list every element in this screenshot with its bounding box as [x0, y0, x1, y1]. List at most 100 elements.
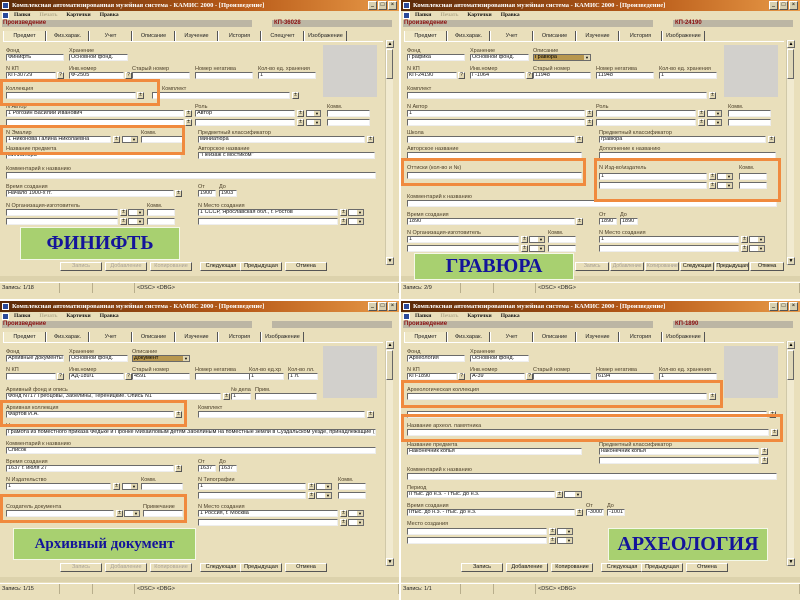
dropdown[interactable]: ▼ — [529, 245, 545, 252]
minimize-button[interactable]: _ — [769, 1, 778, 10]
chevron-down-icon[interactable]: ▼ — [758, 246, 764, 251]
input-arhcoll[interactable]: Фартов И.А. — [6, 411, 174, 418]
input-field[interactable] — [338, 492, 366, 499]
input-field[interactable] — [198, 411, 365, 418]
lookup-button[interactable]: ± — [698, 110, 705, 117]
scroll-down-button[interactable]: ▼ — [386, 558, 394, 566]
scroll-up-button[interactable]: ▲ — [787, 40, 795, 48]
tab-3[interactable]: Учет — [89, 332, 132, 342]
input-field[interactable] — [407, 537, 547, 544]
chevron-down-icon[interactable]: ▼ — [758, 237, 764, 242]
lookup-button[interactable]: ± — [761, 457, 768, 464]
tab-5[interactable]: Изучение — [576, 31, 619, 41]
tab-6[interactable]: История — [218, 31, 261, 41]
input-ot[interactable]: 1637 — [198, 465, 216, 472]
input-neg[interactable] — [195, 72, 253, 79]
action-button-2[interactable]: Добавление — [610, 262, 644, 271]
input-qtyl[interactable]: 1 л. — [288, 373, 318, 380]
menu-item[interactable]: Папки — [415, 313, 432, 319]
scroll-up-button[interactable]: ▲ — [386, 40, 394, 48]
menu-item[interactable]: Папки — [14, 12, 31, 18]
input-field[interactable] — [407, 136, 575, 143]
input-field[interactable] — [739, 173, 767, 180]
chevron-down-icon[interactable]: ▼ — [314, 111, 320, 116]
tab-8[interactable]: Изображение — [304, 31, 347, 41]
input-fond[interactable]: Археология — [407, 355, 465, 362]
chevron-down-icon[interactable]: ▼ — [538, 246, 544, 251]
input-period[interactable]: II тыс. до н.э. - I тыс. до н.э. — [407, 491, 555, 498]
tab-7[interactable]: Изображение — [261, 332, 304, 342]
tab-2[interactable]: Физ.харак. — [46, 31, 89, 41]
tab-1[interactable]: Предмет — [404, 332, 447, 342]
lookup-button[interactable]: ± — [175, 411, 182, 418]
lookup-button[interactable]: ± — [340, 510, 347, 517]
dropdown[interactable]: ▼ — [749, 236, 765, 243]
input-inv[interactable]: А-39 — [470, 373, 525, 380]
chevron-down-icon[interactable]: ▼ — [137, 210, 143, 215]
close-button[interactable]: × — [789, 1, 798, 10]
action-button-6[interactable]: Отмена — [750, 262, 784, 271]
tab-1[interactable]: Предмет — [3, 332, 46, 342]
help-lookup-button[interactable]: ? — [57, 72, 64, 79]
input-izdat1[interactable]: 1 — [6, 483, 111, 490]
lookup-button[interactable]: ± — [297, 119, 304, 126]
input-kp[interactable]: КП-30729 — [6, 72, 56, 79]
lookup-button[interactable]: ± — [367, 136, 374, 143]
lookup-button[interactable]: ± — [576, 218, 583, 225]
tab-6[interactable]: История — [619, 31, 662, 41]
input-old[interactable] — [132, 72, 190, 79]
input-field[interactable] — [407, 200, 777, 207]
dropdown[interactable]: ▼ — [557, 528, 573, 535]
input-field[interactable] — [407, 172, 582, 179]
scroll-down-button[interactable]: ▼ — [787, 558, 795, 566]
input-qty[interactable]: 1 — [659, 72, 717, 79]
dropdown[interactable]: ▼ — [348, 519, 364, 526]
chevron-down-icon[interactable]: ▼ — [325, 493, 331, 498]
minimize-button[interactable]: _ — [368, 1, 377, 10]
input-fond[interactable]: Графика — [407, 54, 465, 61]
lookup-button[interactable]: ± — [549, 528, 556, 535]
input-avtor1[interactable]: 1 — [407, 110, 585, 117]
input-field[interactable] — [198, 218, 338, 225]
input-field[interactable] — [141, 483, 183, 490]
action-button-5[interactable]: Предыдущая — [715, 262, 749, 271]
maximize-button[interactable]: □ — [378, 302, 387, 311]
input-inv[interactable]: АД-189/1 — [69, 373, 124, 380]
minimize-button[interactable]: _ — [368, 302, 377, 311]
vertical-scrollbar[interactable]: ▲ ▼ — [786, 341, 795, 566]
tab-7[interactable]: Изображение — [662, 31, 705, 41]
input-kommnazv[interactable]: Список — [6, 447, 376, 454]
tab-4[interactable]: Описание — [533, 332, 576, 342]
dropdown-opis[interactable]: Документ ▼ — [132, 355, 190, 362]
action-button-2[interactable]: Добавление — [105, 262, 147, 271]
scroll-thumb[interactable] — [386, 49, 393, 79]
help-lookup-button[interactable]: ? — [526, 72, 533, 79]
input-field[interactable] — [599, 182, 707, 189]
tab-6[interactable]: История — [619, 332, 662, 342]
help-lookup-button[interactable]: ? — [125, 373, 132, 380]
input-kp[interactable] — [6, 373, 56, 380]
tab-7[interactable]: Изображение — [662, 332, 705, 342]
menu-item[interactable]: Печать — [440, 12, 459, 18]
action-button-1[interactable]: Запись — [461, 563, 503, 572]
input-field[interactable] — [407, 429, 769, 436]
dropdown[interactable]: ▼ — [128, 209, 144, 216]
chevron-down-icon[interactable]: ▼ — [538, 237, 544, 242]
action-button-6[interactable]: Отмена — [285, 262, 327, 271]
lookup-button[interactable]: ± — [340, 519, 347, 526]
menu-item[interactable]: Печать — [440, 313, 459, 319]
action-button-3[interactable]: Копирование — [150, 563, 192, 572]
input-do[interactable]: 1903 — [219, 190, 237, 197]
input-vremya[interactable]: IIтыс. до н.э. - Iтыс. до н.э. — [407, 509, 575, 516]
scroll-down-button[interactable]: ▼ — [787, 257, 795, 265]
input-inv[interactable]: Ф-2505 — [69, 72, 124, 79]
input-field[interactable] — [599, 245, 739, 252]
input-hran[interactable]: Основной фонд. — [470, 355, 529, 362]
chevron-down-icon[interactable]: ▼ — [314, 120, 320, 125]
help-lookup-button[interactable]: ? — [57, 373, 64, 380]
input-field[interactable] — [147, 209, 175, 216]
lookup-button[interactable]: ± — [113, 136, 120, 143]
action-button-6[interactable]: Отмена — [285, 563, 327, 572]
action-button-6[interactable]: Отмена — [686, 563, 728, 572]
input-avtnazv[interactable]: "Пейзаж с мостиком" — [198, 152, 375, 159]
